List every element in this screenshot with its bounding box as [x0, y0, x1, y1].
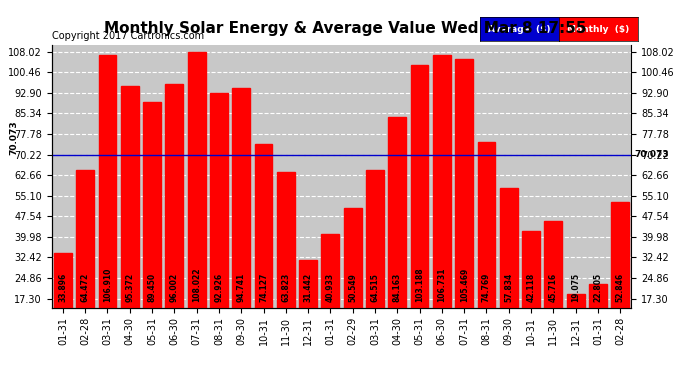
Bar — [455, 58, 473, 346]
Text: 96.002: 96.002 — [170, 273, 179, 302]
Text: 31.442: 31.442 — [304, 273, 313, 302]
Text: 106.731: 106.731 — [437, 267, 446, 302]
Text: 70.073: 70.073 — [635, 150, 669, 159]
Text: 57.834: 57.834 — [504, 273, 513, 302]
Text: 95.372: 95.372 — [126, 273, 135, 302]
Text: 64.515: 64.515 — [371, 273, 380, 302]
Bar — [366, 170, 384, 346]
Bar — [477, 142, 495, 346]
Bar — [233, 88, 250, 346]
Bar — [210, 93, 228, 346]
Bar — [277, 172, 295, 346]
Bar — [322, 234, 339, 346]
Text: 108.022: 108.022 — [192, 267, 201, 302]
Text: 19.075: 19.075 — [571, 273, 580, 302]
Bar — [500, 188, 518, 346]
Bar — [121, 86, 139, 346]
Bar — [611, 202, 629, 346]
Text: 64.472: 64.472 — [81, 273, 90, 302]
Text: 42.118: 42.118 — [526, 273, 535, 302]
Bar — [544, 221, 562, 346]
Bar — [166, 84, 184, 346]
Bar — [344, 208, 362, 346]
Bar — [255, 144, 273, 346]
Text: Monthly  ($): Monthly ($) — [567, 25, 630, 34]
Text: 94.741: 94.741 — [237, 273, 246, 302]
Bar — [433, 55, 451, 346]
Bar — [99, 55, 117, 346]
Text: 103.188: 103.188 — [415, 267, 424, 302]
Bar — [388, 117, 406, 346]
Text: 106.910: 106.910 — [103, 268, 112, 302]
Text: 92.926: 92.926 — [215, 273, 224, 302]
Text: Average  ($): Average ($) — [488, 25, 551, 34]
Bar — [54, 254, 72, 346]
Text: 52.846: 52.846 — [615, 273, 624, 302]
Text: 74.769: 74.769 — [482, 273, 491, 302]
Bar — [143, 102, 161, 346]
Bar — [566, 294, 584, 346]
Text: Monthly Solar Energy & Average Value Wed Mar 8 17:55: Monthly Solar Energy & Average Value Wed… — [104, 21, 586, 36]
Text: 84.163: 84.163 — [393, 273, 402, 302]
Text: Copyright 2017 Cartronics.com: Copyright 2017 Cartronics.com — [52, 31, 204, 41]
Text: 33.896: 33.896 — [59, 273, 68, 302]
Text: 63.823: 63.823 — [282, 273, 290, 302]
Bar — [77, 170, 94, 346]
Text: 45.716: 45.716 — [549, 273, 558, 302]
Text: 22.805: 22.805 — [593, 273, 602, 302]
Text: 105.469: 105.469 — [460, 268, 469, 302]
Bar — [299, 260, 317, 346]
Bar — [522, 231, 540, 346]
Bar — [411, 65, 428, 346]
Text: 40.933: 40.933 — [326, 273, 335, 302]
Text: 89.450: 89.450 — [148, 273, 157, 302]
Text: 70.073: 70.073 — [9, 120, 19, 155]
Text: 74.127: 74.127 — [259, 273, 268, 302]
Bar — [589, 284, 607, 346]
Bar — [188, 52, 206, 346]
Text: 50.549: 50.549 — [348, 273, 357, 302]
